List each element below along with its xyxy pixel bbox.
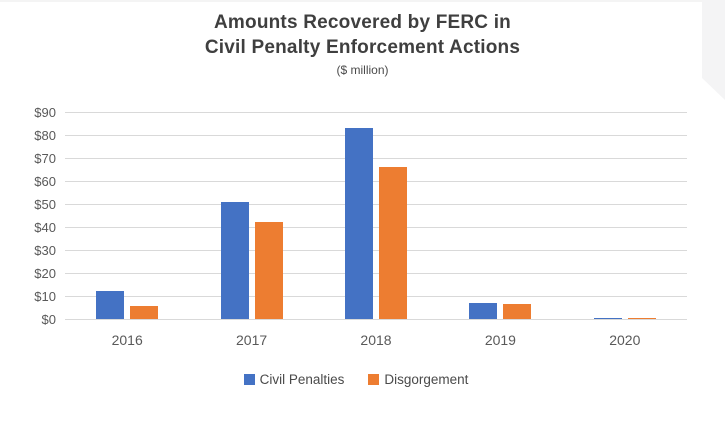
gridline-60 — [65, 181, 687, 182]
plot-area — [65, 112, 687, 320]
legend-label: Disgorgement — [384, 372, 469, 387]
page-corner-shade — [702, 0, 725, 100]
bar-2017-disgorgement — [254, 222, 283, 319]
y-tick-label-80: $80 — [34, 128, 56, 143]
gridline-0 — [65, 319, 687, 320]
x-tick-label-2020: 2020 — [609, 332, 641, 348]
y-tick-label-10: $10 — [34, 289, 56, 304]
y-tick-label-90: $90 — [34, 105, 56, 120]
gridline-90 — [65, 112, 687, 113]
bar-2019-civil-penalties — [469, 302, 498, 319]
bar-2017-civil-penalties — [220, 201, 249, 319]
y-tick-label-30: $30 — [34, 243, 56, 258]
gridline-80 — [65, 135, 687, 136]
legend-item-disgorgement: Disgorgement — [368, 372, 468, 387]
gridline-40 — [65, 227, 687, 228]
y-tick-label-0: $0 — [41, 312, 56, 327]
legend-swatch-icon — [243, 374, 255, 385]
x-tick-label-2018: 2018 — [360, 332, 392, 348]
page-top-edge — [0, 0, 725, 2]
y-tick-label-60: $60 — [34, 174, 56, 189]
bar-2019-disgorgement — [503, 304, 532, 319]
x-tick-label-2016: 2016 — [111, 332, 143, 348]
legend-item-civil-penalties: Civil Penalties — [243, 372, 345, 387]
chart-title: Amounts Recovered by FERC in Civil Penal… — [0, 10, 725, 77]
bar-2016-civil-penalties — [96, 291, 125, 319]
y-tick-label-40: $40 — [34, 220, 56, 235]
bar-2016-disgorgement — [130, 306, 159, 319]
bar-2020-civil-penalties — [593, 317, 622, 319]
legend-label: Civil Penalties — [259, 372, 345, 387]
gridline-20 — [65, 273, 687, 274]
bar-2020-disgorgement — [627, 317, 656, 319]
gridline-70 — [65, 158, 687, 159]
y-tick-label-20: $20 — [34, 266, 56, 281]
x-tick-label-2017: 2017 — [236, 332, 268, 348]
chart-title-line2: Civil Penalty Enforcement Actions — [204, 37, 521, 58]
legend: Civil Penalties Disgorgement — [26, 372, 686, 387]
y-tick-label-70: $70 — [34, 151, 56, 166]
chart-title-line1: Amounts Recovered by FERC in — [214, 12, 511, 33]
x-tick-label-2019: 2019 — [484, 332, 516, 348]
gridline-10 — [65, 296, 687, 297]
gridline-50 — [65, 204, 687, 205]
legend-swatch-icon — [368, 374, 380, 385]
bar-2018-disgorgement — [379, 167, 407, 319]
bar-2018-civil-penalties — [345, 128, 373, 319]
y-tick-label-50: $50 — [34, 197, 56, 212]
gridline-30 — [65, 250, 687, 251]
chart-subtitle: ($ million) — [336, 63, 389, 77]
